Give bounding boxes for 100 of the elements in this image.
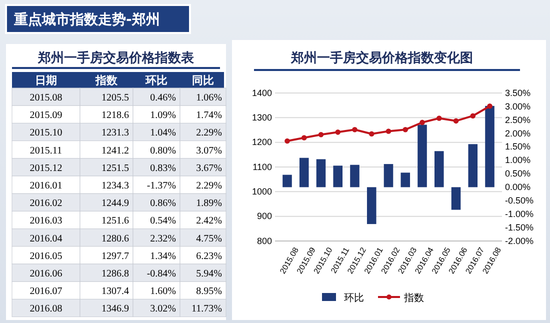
y-tick-label: 1000 [252, 186, 272, 197]
data-label: 1.06% [196, 92, 222, 104]
point [301, 135, 307, 140]
x-tick-label: 同比 [192, 74, 214, 87]
y2-tick-label: -0.50% [505, 196, 534, 206]
point [352, 126, 358, 132]
data-label: 1280.6 [102, 233, 129, 244]
bar [350, 164, 360, 188]
y-tick-label: 2016.08 [30, 304, 62, 315]
data-label: 1286.8 [102, 268, 129, 280]
bar [316, 159, 326, 188]
y2-tick-label: 0.00% [505, 182, 531, 192]
bar [282, 174, 292, 188]
data-label: 0.46% [150, 92, 176, 104]
data-label: 1218.6 [102, 110, 129, 122]
bar [434, 151, 444, 188]
y-tick-label: 1100 [252, 162, 272, 172]
data-label: 1241.2 [102, 145, 129, 156]
y2-tick-label: 1.50% [505, 142, 531, 152]
data-label: -0.84% [146, 268, 176, 280]
y-tick-label: 2016.04 [30, 233, 62, 244]
y-tick-label: 1300 [252, 112, 272, 123]
data-label: 1307.4 [102, 286, 129, 298]
point [386, 128, 392, 134]
point [470, 113, 476, 118]
y-tick-label: 2015.11 [30, 145, 62, 156]
x-tick-label: 指数 [94, 74, 118, 87]
data-label: 0.80% [150, 145, 176, 156]
y2-tick-label: -1.50% [505, 222, 534, 232]
data-label: 1251.6 [102, 216, 129, 227]
chart-title: 郑州一手房交易价格指数表 [37, 50, 195, 66]
data-label: -1.37% [146, 180, 176, 192]
point [284, 138, 290, 144]
bar [384, 164, 394, 188]
y-tick-label: 2015.10 [30, 128, 62, 139]
bar [485, 106, 494, 188]
bar [468, 144, 478, 188]
point [402, 126, 408, 132]
data-label: 2.29% [196, 128, 222, 139]
data-label: 1.34% [150, 250, 176, 262]
chart-title: 郑州一手房交易价格指数变化图 [290, 50, 473, 66]
data-label: 3.02% [150, 304, 176, 315]
bar [451, 187, 461, 210]
y2-tick-label: 1.00% [505, 155, 531, 166]
bar [400, 172, 410, 188]
y-tick-label: 2016.07 [30, 286, 62, 298]
y-tick-label: 2016.01 [30, 180, 62, 192]
point [318, 132, 324, 138]
data-label: 11.73% [192, 304, 222, 315]
data-label: 8.95% [196, 286, 222, 298]
point [487, 103, 492, 109]
bar [418, 124, 427, 188]
y-tick-label: 1200 [252, 137, 272, 148]
y2-tick-label: -1.00% [505, 208, 534, 219]
point [368, 131, 374, 137]
y2-tick-label: 3.50% [505, 88, 531, 98]
text: 重点城市指数走势-郑州 [13, 11, 160, 28]
data-label: 1205.5 [102, 92, 129, 104]
y-tick-label: 2016.02 [30, 198, 62, 210]
y2-tick-label: -2.00% [505, 236, 534, 246]
point [335, 130, 341, 135]
data-label: 0.54% [150, 216, 176, 227]
data-label: 1346.9 [102, 304, 129, 315]
data-label: 1231.3 [102, 128, 129, 139]
bar [299, 158, 309, 188]
y-tick-label: 900 [256, 211, 272, 222]
bar [366, 187, 376, 224]
data-label: 1234.3 [102, 180, 129, 192]
data-label: 1.60% [150, 286, 176, 298]
data-label: 0.83% [150, 162, 176, 174]
legend-label: 环比 [344, 292, 364, 304]
point [453, 118, 459, 124]
data-label: 2.29% [196, 180, 222, 192]
data-label: 3.67% [196, 162, 222, 174]
data-label: 3.07% [196, 145, 222, 156]
data-label: 5.94% [196, 268, 222, 280]
legend-label: 指数 [403, 292, 424, 304]
data-label: 1251.5 [102, 162, 129, 174]
bar [333, 166, 343, 188]
data-label: 6.23% [196, 250, 222, 262]
point [420, 120, 425, 126]
y2-tick-label: 2.50% [505, 114, 531, 125]
data-label: 1.09% [150, 110, 176, 122]
x-tick-label: 环比 [144, 74, 168, 87]
data-label: 1.74% [196, 110, 222, 122]
data-label: 4.75% [196, 233, 222, 244]
data-label: 0.86% [150, 198, 176, 210]
data-label: 1297.7 [102, 250, 129, 262]
y-tick-label: 2015.09 [30, 110, 62, 122]
y2-tick-label: 0.50% [505, 168, 531, 179]
y-tick-label: 2016.03 [30, 216, 62, 227]
y-axis-title: 日期 [35, 74, 57, 87]
y-tick-label: 2015.08 [30, 92, 62, 104]
y2-tick-label: 2.00% [505, 128, 531, 138]
data-label: 2.32% [150, 233, 176, 244]
y-tick-label: 1400 [252, 88, 272, 98]
data-label: 1.04% [150, 128, 176, 139]
data-label: 2.42% [196, 216, 222, 227]
data-label: 1.89% [196, 198, 222, 210]
y-tick-label: 800 [256, 236, 272, 246]
